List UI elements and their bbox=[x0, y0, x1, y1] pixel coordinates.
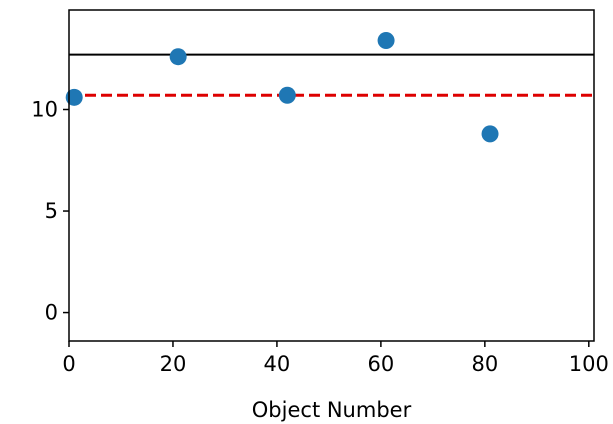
x-tick-label: 0 bbox=[62, 352, 75, 376]
y-tick-label: 10 bbox=[31, 98, 58, 122]
x-tick-label: 100 bbox=[569, 352, 609, 376]
data-point bbox=[169, 48, 187, 66]
reference-lines bbox=[69, 53, 594, 97]
x-tick-label: 60 bbox=[368, 352, 395, 376]
data-point bbox=[377, 31, 395, 49]
y-tick-label: 0 bbox=[45, 301, 58, 325]
x-tick-label: 40 bbox=[264, 352, 291, 376]
plot-frame bbox=[68, 9, 595, 342]
x-tick-label: 20 bbox=[160, 352, 187, 376]
x-axis-title: Object Number bbox=[252, 398, 412, 422]
x-axis-ticks: 0 20 40 60 80 100 bbox=[62, 341, 609, 376]
plot-area bbox=[69, 10, 594, 341]
y-axis-ticks: 0 5 10 bbox=[31, 98, 69, 325]
y-tick-label: 5 bbox=[45, 199, 58, 223]
data-point bbox=[278, 86, 296, 104]
data-point bbox=[481, 125, 499, 143]
data-point bbox=[65, 88, 83, 106]
x-tick-label: 80 bbox=[471, 352, 498, 376]
data-points bbox=[65, 31, 499, 143]
